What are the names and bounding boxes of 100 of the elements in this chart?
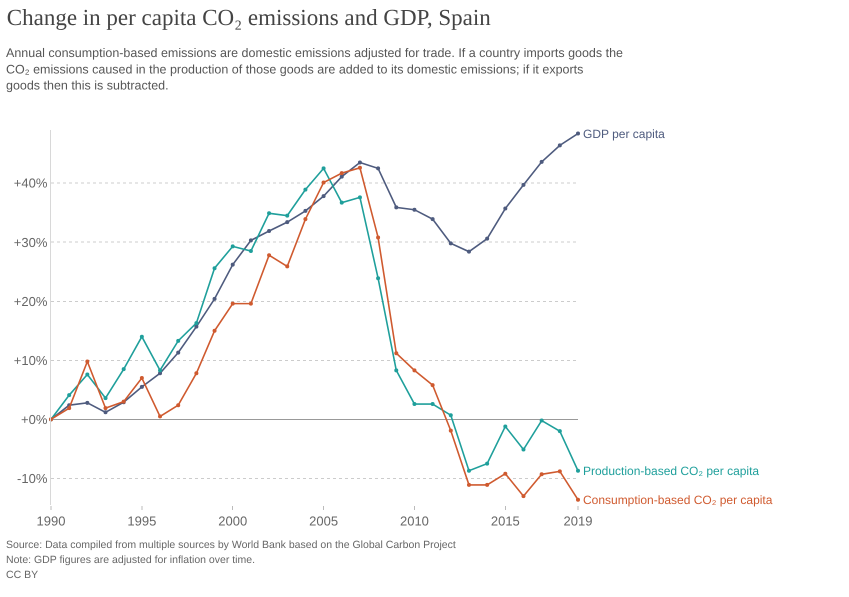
point: [267, 211, 272, 216]
chart-title: Change in per capita CO₂ emissions and GDP, Spain: [6, 5, 492, 30]
point: [85, 360, 90, 364]
point: [448, 241, 453, 246]
point: [176, 350, 180, 355]
point: [448, 428, 453, 433]
point: [340, 174, 344, 179]
point: [358, 195, 362, 200]
point: [194, 321, 198, 326]
point: [267, 253, 272, 258]
point: [303, 217, 308, 222]
point: [176, 338, 180, 343]
point: [358, 166, 362, 170]
text: Note: GDP figures are adjusted for inflation over time.: [6, 554, 256, 566]
series-label: GDP per capita: [583, 127, 666, 141]
point: [394, 205, 398, 210]
point: [230, 244, 235, 248]
point: [158, 368, 162, 372]
y-tick-label: +40%: [14, 176, 48, 191]
point: [140, 334, 144, 339]
x-tick-label: 2000: [218, 514, 248, 529]
series-label: Consumption-based CO₂ per capita: [583, 493, 773, 507]
point: [194, 324, 198, 329]
point: [485, 462, 490, 466]
point: [85, 400, 90, 405]
point: [230, 262, 235, 267]
x-tick-label: 2010: [400, 514, 429, 529]
point: [376, 235, 380, 240]
point: [285, 220, 290, 224]
point: [503, 424, 508, 428]
point: [140, 384, 144, 389]
point: [322, 194, 326, 198]
point: [376, 276, 380, 280]
x-tick-label: 2015: [490, 514, 520, 529]
point: [576, 468, 580, 473]
text: CC BY: [6, 569, 38, 581]
point: [140, 376, 144, 380]
point: [158, 414, 162, 418]
point: [322, 180, 326, 185]
x-tick-label: 1995: [127, 514, 156, 529]
point: [340, 200, 344, 205]
point: [576, 498, 580, 502]
point: [67, 393, 72, 398]
point: [485, 236, 490, 241]
point: [466, 250, 471, 254]
point: [194, 371, 198, 376]
point: [412, 208, 416, 212]
point: [212, 266, 217, 270]
point: [558, 469, 562, 474]
point: [358, 160, 362, 164]
point: [248, 302, 253, 306]
point: [430, 217, 435, 222]
point: [303, 208, 308, 213]
point: [448, 413, 453, 418]
point: [485, 482, 490, 487]
point: [322, 166, 326, 170]
point: [285, 214, 290, 218]
point: [466, 482, 471, 487]
point: [394, 351, 398, 356]
point: [503, 206, 508, 211]
point: [576, 132, 580, 136]
chart-subtitle: Annual consumption-based emissions are domestic emissions adjusted for trade. If a country imports goods the CO₂ emissions caused in the production of those goods are added to its domestic emissions; if it exports goods then this is subtracted.: [6, 46, 624, 92]
point: [412, 368, 416, 372]
point: [67, 406, 72, 410]
point: [540, 160, 544, 164]
point: [285, 264, 290, 268]
point: [176, 403, 180, 408]
series-label: Production-based CO₂ per capita: [583, 464, 760, 478]
point: [85, 372, 90, 376]
point: [412, 402, 416, 406]
point: [248, 249, 253, 254]
point: [303, 188, 308, 192]
x-tick-label: 2005: [309, 514, 338, 529]
point: [267, 228, 272, 233]
y-tick-label: +0%: [21, 412, 48, 427]
point: [558, 143, 562, 148]
point: [521, 447, 526, 452]
point: [503, 472, 508, 476]
point: [394, 368, 398, 372]
point: [248, 238, 253, 242]
point: [540, 418, 544, 423]
point: [212, 296, 217, 301]
point: [104, 396, 108, 400]
point: [430, 383, 435, 388]
point: [521, 182, 526, 187]
point: [466, 468, 471, 473]
y-tick-label: +10%: [14, 352, 48, 368]
y-tick-label: -10%: [17, 470, 48, 486]
point: [376, 166, 380, 170]
x-tick-label: 2019: [564, 514, 592, 529]
point: [540, 472, 544, 476]
point: [122, 367, 126, 372]
y-tick-label: +30%: [14, 234, 48, 250]
point: [212, 328, 217, 333]
y-tick-label: +20%: [14, 294, 48, 309]
point: [521, 494, 526, 498]
point: [230, 302, 235, 306]
point: [104, 410, 108, 414]
point: [430, 402, 435, 406]
source-note: Source: Data compiled from multiple sources by World Bank based on the Global Carbon Project: [6, 539, 456, 551]
